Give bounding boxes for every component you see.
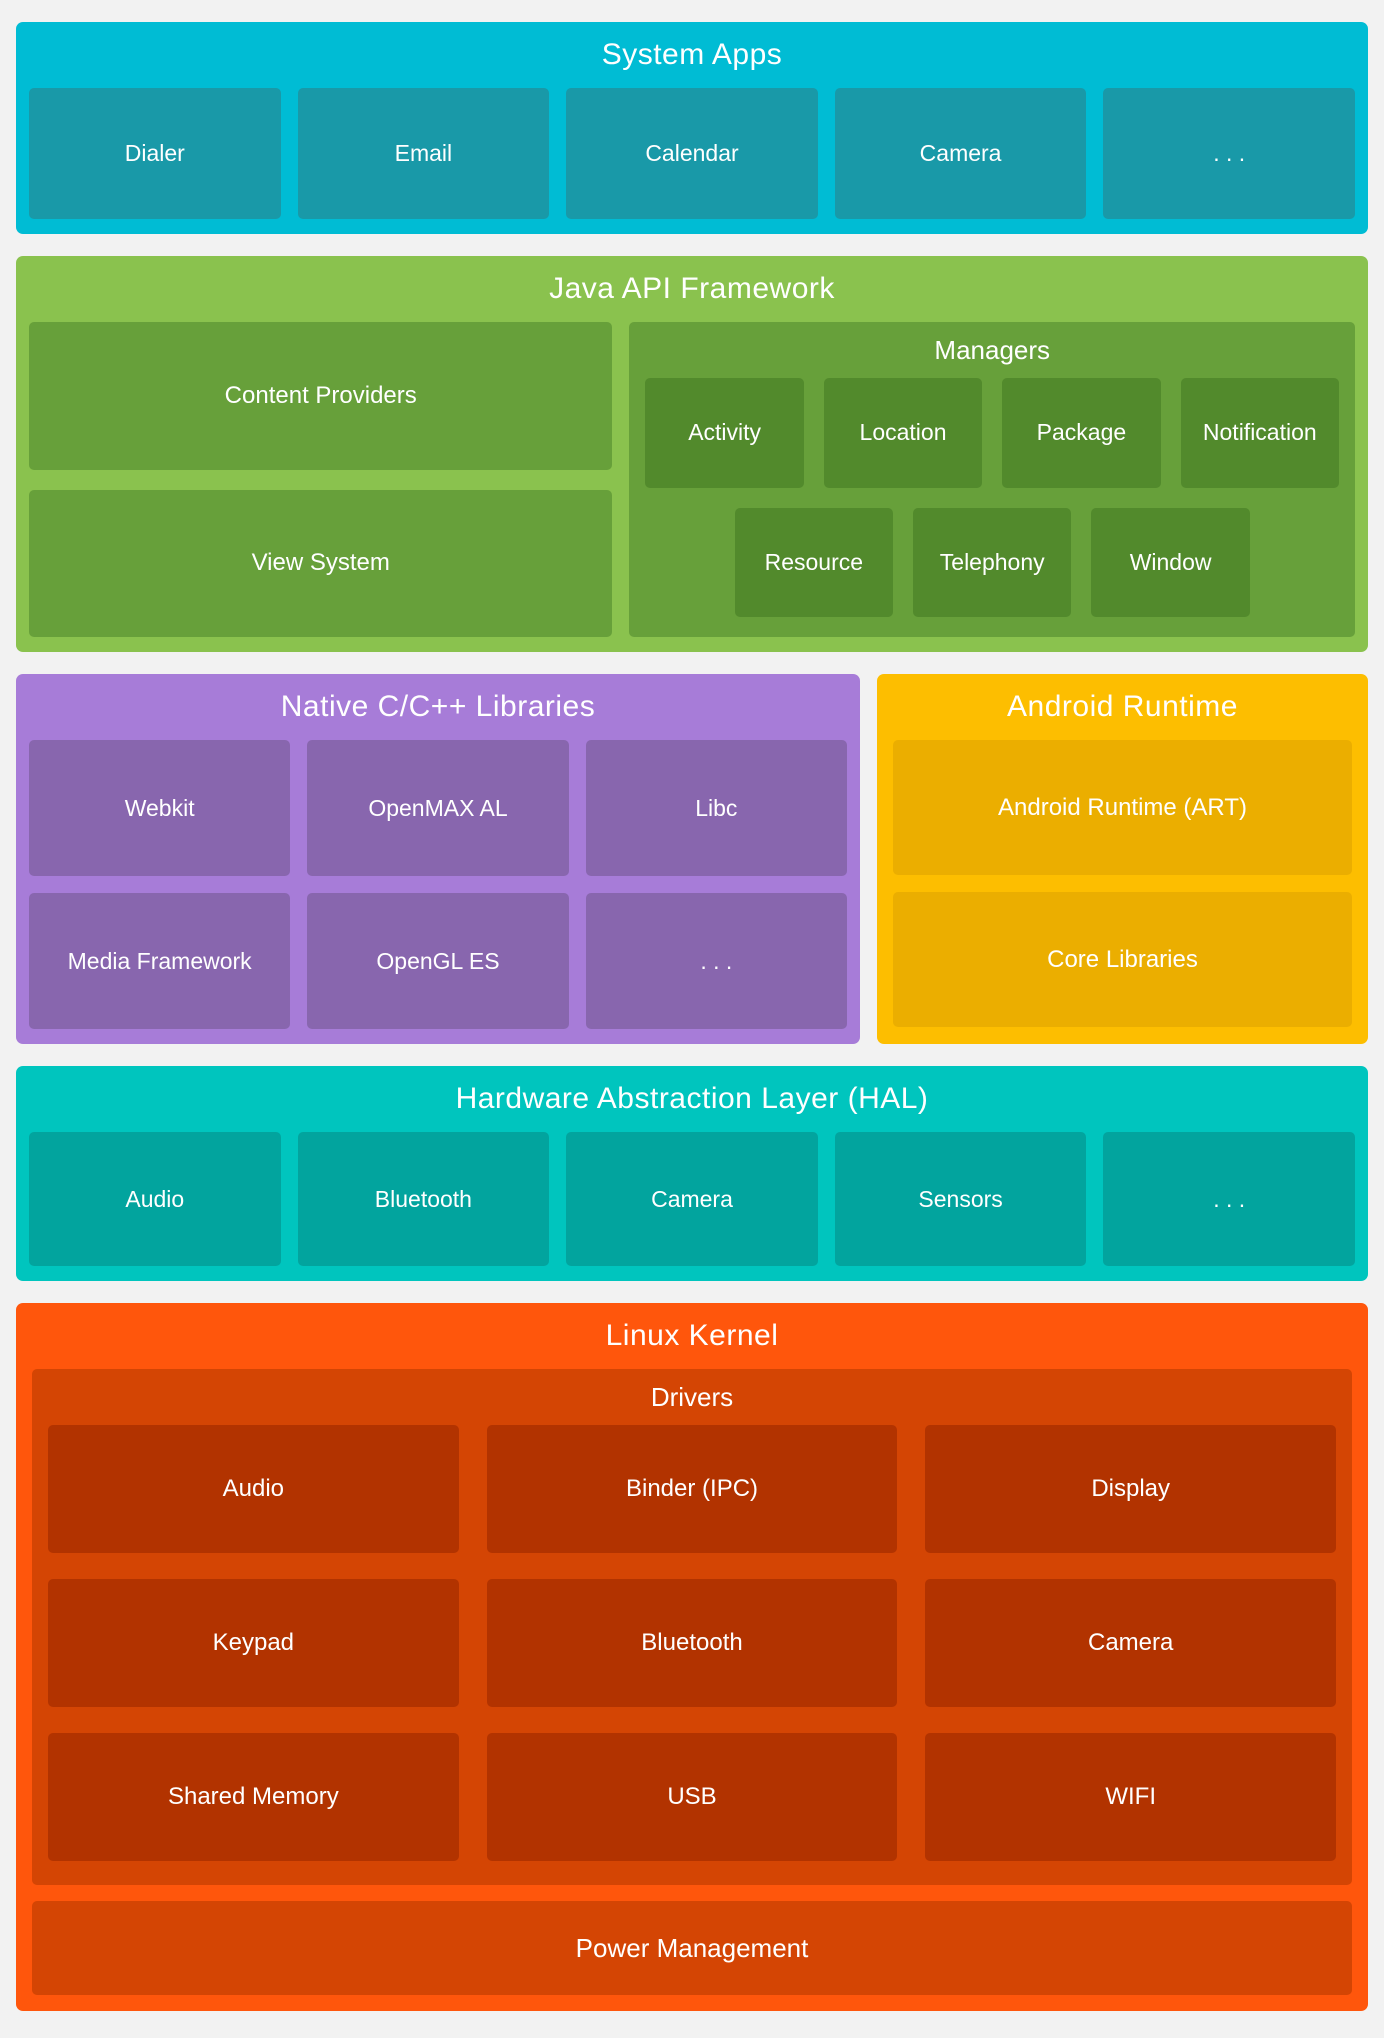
system-apps-layer: System Apps Dialer Email Calendar Camera… bbox=[16, 22, 1368, 234]
library-opengl-es: OpenGL ES bbox=[307, 893, 569, 1029]
power-management-box: Power Management bbox=[32, 1901, 1352, 1995]
system-app-camera: Camera bbox=[834, 88, 1087, 219]
hal-sensors: Sensors bbox=[834, 1132, 1087, 1266]
driver-binder-ipc: Binder (IPC) bbox=[486, 1425, 898, 1553]
drivers-row-1: Audio Binder (IPC) Display bbox=[48, 1425, 1337, 1553]
drivers-row-3: Shared Memory USB WIFI bbox=[48, 1733, 1337, 1861]
library-webkit: Webkit bbox=[29, 740, 291, 876]
managers-title: Managers bbox=[934, 334, 1051, 365]
drivers-title: Drivers bbox=[650, 1381, 734, 1412]
driver-usb: USB bbox=[486, 1733, 898, 1861]
drivers-row-2: Keypad Bluetooth Camera bbox=[48, 1579, 1337, 1707]
android-runtime-title: Android Runtime bbox=[1007, 690, 1238, 723]
system-app-email: Email bbox=[297, 88, 550, 219]
java-api-framework-layer: Java API Framework Content Providers Vie… bbox=[16, 256, 1368, 652]
android-runtime-art-box: Android Runtime (ART) bbox=[893, 740, 1352, 875]
system-apps-row: Dialer Email Calendar Camera . . . bbox=[29, 88, 1355, 219]
hal-layer: Hardware Abstraction Layer (HAL) Audio B… bbox=[16, 1066, 1368, 1281]
managers-row-1: Activity Location Package Notification bbox=[645, 378, 1339, 488]
hal-more: . . . bbox=[1103, 1132, 1355, 1266]
android-runtime-column: Android Runtime (ART) Core Libraries bbox=[893, 740, 1352, 1027]
java-api-framework-body: Content Providers View System Managers A… bbox=[29, 322, 1355, 637]
driver-wifi: WIFI bbox=[925, 1733, 1337, 1861]
driver-keypad: Keypad bbox=[48, 1579, 459, 1707]
hal-audio: Audio bbox=[29, 1132, 281, 1266]
view-system-box: View System bbox=[29, 489, 613, 637]
java-api-framework-title: Java API Framework bbox=[549, 272, 835, 305]
native-libraries-row-2: Media Framework OpenGL ES . . . bbox=[29, 893, 847, 1029]
native-libraries-title: Native C/C++ Libraries bbox=[280, 690, 596, 723]
drivers-group: Drivers Audio Binder (IPC) Display Keypa… bbox=[32, 1369, 1352, 1885]
managers-row-2: Resource Telephony Window bbox=[645, 507, 1339, 617]
linux-kernel-layer: Linux Kernel Drivers Audio Binder (IPC) … bbox=[16, 1303, 1368, 2011]
native-libraries-row-1: Webkit OpenMAX AL Libc bbox=[29, 740, 847, 876]
managers-group: Managers Activity Location Package Notif… bbox=[629, 322, 1355, 637]
library-libc: Libc bbox=[585, 740, 847, 876]
native-and-runtime-row: Native C/C++ Libraries Webkit OpenMAX AL… bbox=[16, 674, 1368, 1044]
system-app-dialer: Dialer bbox=[29, 88, 281, 219]
manager-location: Location bbox=[823, 378, 983, 488]
library-media-framework: Media Framework bbox=[29, 893, 291, 1029]
driver-display: Display bbox=[925, 1425, 1337, 1553]
core-libraries-box: Core Libraries bbox=[893, 892, 1352, 1027]
manager-window: Window bbox=[1091, 507, 1250, 617]
hal-camera: Camera bbox=[566, 1132, 818, 1266]
manager-resource: Resource bbox=[734, 507, 894, 617]
linux-kernel-title: Linux Kernel bbox=[605, 1319, 779, 1352]
manager-telephony: Telephony bbox=[913, 507, 1072, 617]
manager-notification: Notification bbox=[1180, 378, 1339, 488]
hal-row: Audio Bluetooth Camera Sensors . . . bbox=[29, 1132, 1355, 1266]
system-apps-title: System Apps bbox=[601, 38, 783, 71]
native-libraries-layer: Native C/C++ Libraries Webkit OpenMAX AL… bbox=[16, 674, 860, 1044]
driver-shared-memory: Shared Memory bbox=[48, 1733, 459, 1861]
hal-title: Hardware Abstraction Layer (HAL) bbox=[455, 1082, 929, 1115]
java-api-left-column: Content Providers View System bbox=[29, 322, 613, 637]
manager-package: Package bbox=[1002, 378, 1161, 488]
library-openmax-al: OpenMAX AL bbox=[307, 740, 569, 876]
content-providers-box: Content Providers bbox=[29, 322, 613, 470]
driver-audio: Audio bbox=[48, 1425, 459, 1553]
driver-bluetooth: Bluetooth bbox=[486, 1579, 898, 1707]
hal-bluetooth: Bluetooth bbox=[297, 1132, 550, 1266]
system-app-calendar: Calendar bbox=[566, 88, 818, 219]
library-more: . . . bbox=[585, 893, 847, 1029]
system-app-more: . . . bbox=[1103, 88, 1355, 219]
manager-activity: Activity bbox=[645, 378, 804, 488]
driver-camera: Camera bbox=[925, 1579, 1337, 1707]
android-runtime-layer: Android Runtime Android Runtime (ART) Co… bbox=[877, 674, 1368, 1044]
